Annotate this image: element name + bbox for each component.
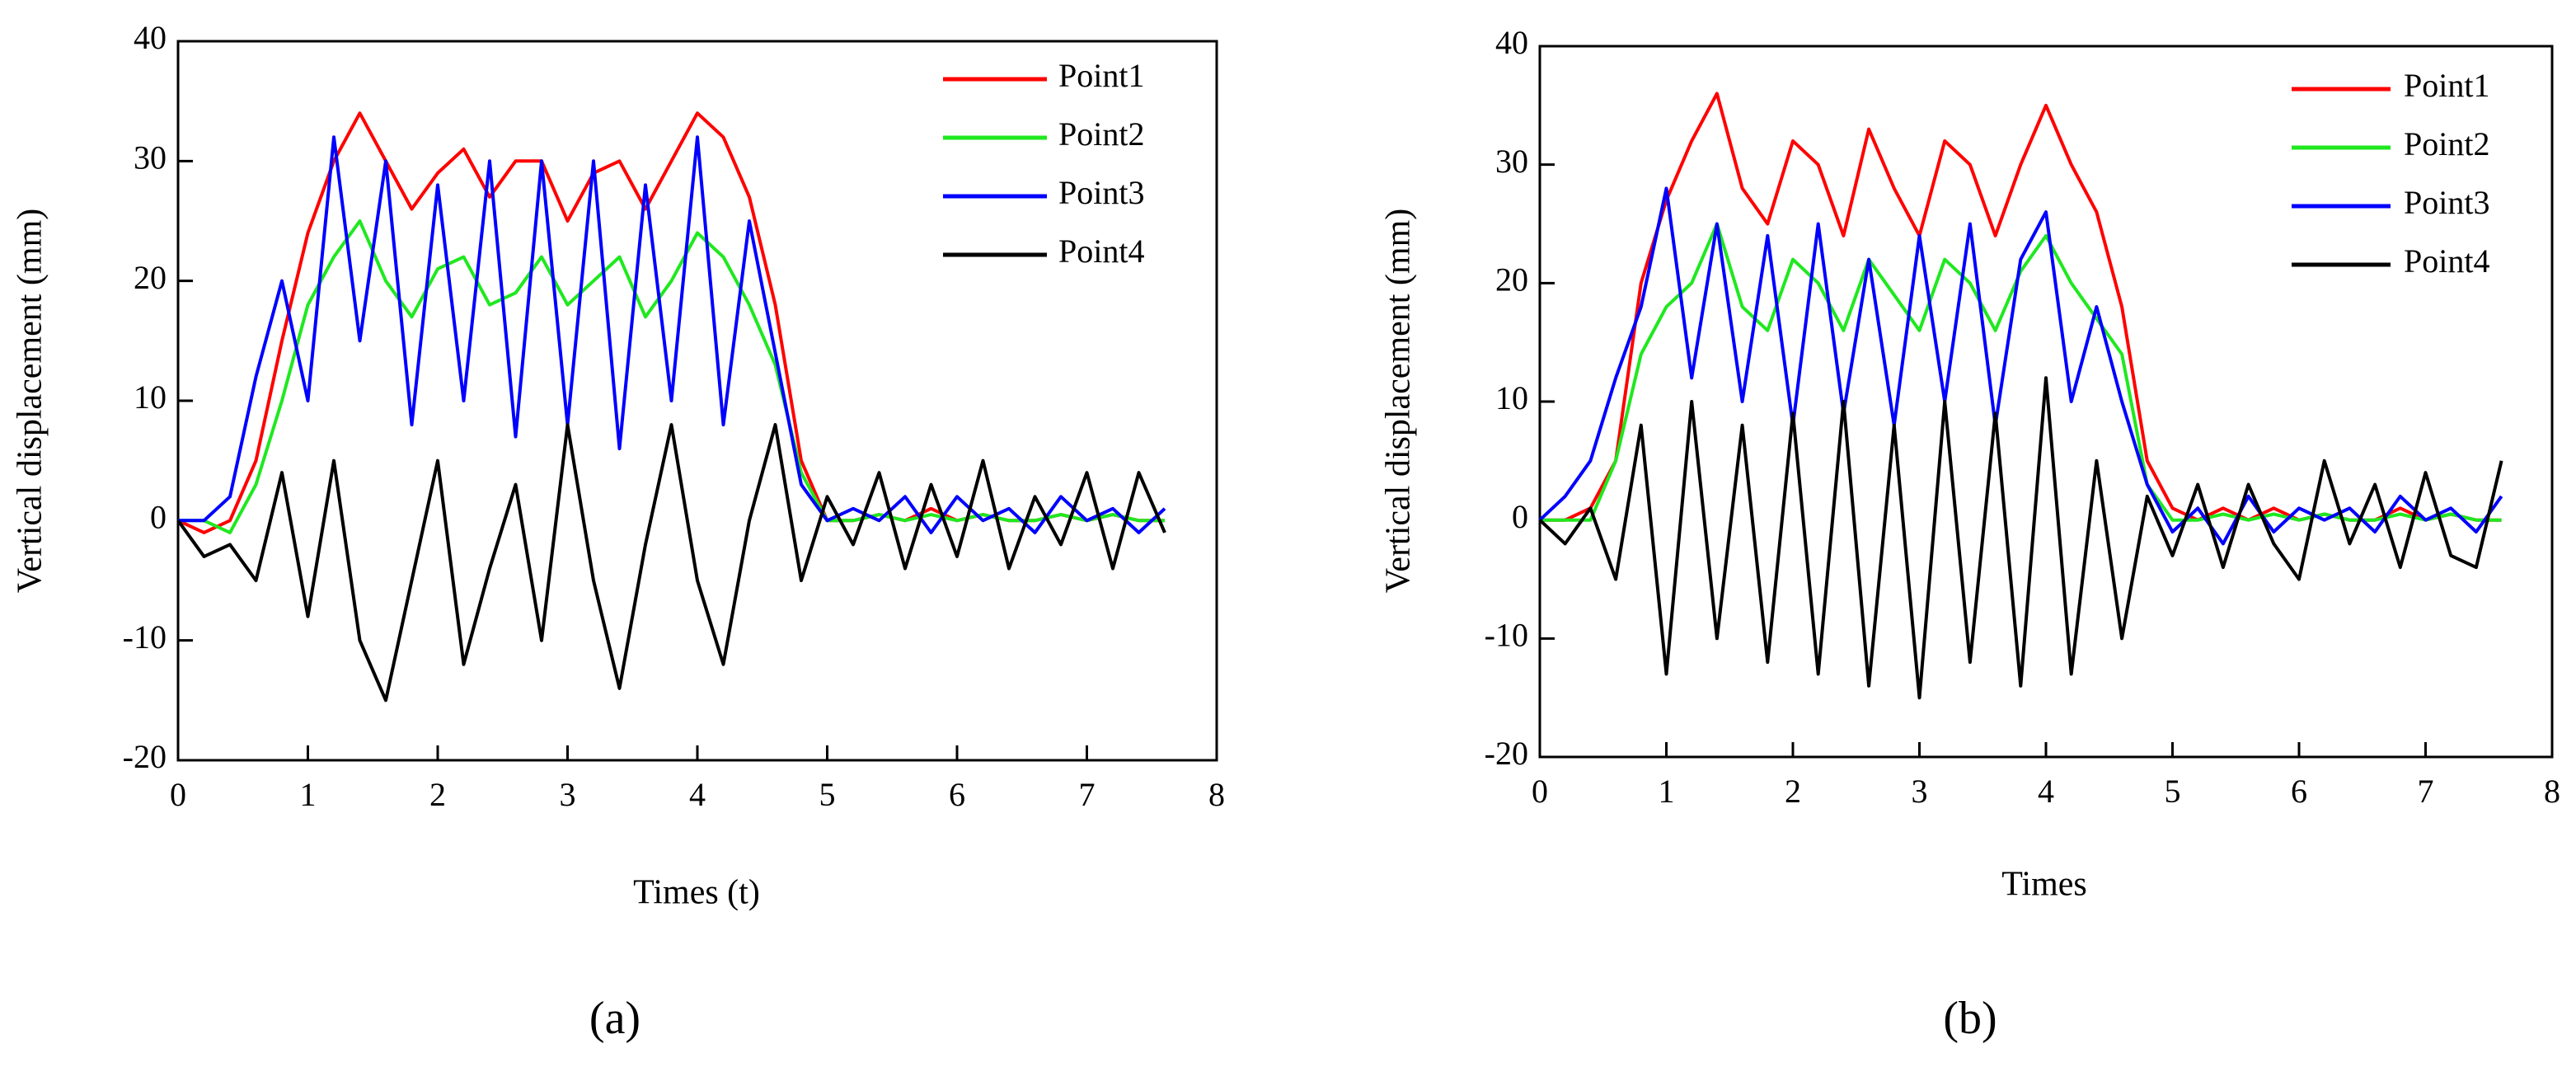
y-tick-label: 30 <box>134 139 167 176</box>
x-tick-label: 5 <box>2165 773 2181 810</box>
y-tick-label: -10 <box>123 618 167 656</box>
x-tick-label: 7 <box>1079 776 1096 813</box>
x-tick-label: 6 <box>2291 773 2307 810</box>
line-series <box>1540 92 2502 522</box>
x-tick-label: 1 <box>1659 773 1675 810</box>
y-axis-title: Vertical displacement (mm) <box>1380 209 1418 594</box>
x-tick-label: 4 <box>2038 773 2054 810</box>
y-tick-label: -20 <box>1485 735 1528 772</box>
x-tick-label: 2 <box>429 776 446 813</box>
x-tick-label: 4 <box>689 776 706 813</box>
y-tick-label: 10 <box>1495 379 1528 416</box>
y-tick-label: 20 <box>134 259 167 296</box>
x-tick-label: 6 <box>949 776 965 813</box>
x-tick-label: 7 <box>2418 773 2434 810</box>
line-series <box>177 111 1165 534</box>
x-tick-label: 0 <box>1532 773 1548 810</box>
line-series <box>176 423 1166 703</box>
x-tick-label: 3 <box>1912 773 1928 810</box>
panel-label: (b) <box>1943 993 1997 1044</box>
y-tick-label: 30 <box>1495 143 1528 180</box>
y-tick-label: 40 <box>134 19 167 56</box>
y-axis-title: Vertical displacement (mm) <box>12 209 49 594</box>
y-tick-label: 10 <box>134 378 167 416</box>
line-series <box>178 135 1166 534</box>
legend-label: Point4 <box>2404 242 2489 280</box>
x-tick-label: 5 <box>819 776 836 813</box>
x-tick-label: 8 <box>2544 773 2560 810</box>
line-series <box>178 219 1165 534</box>
legend-label: Point3 <box>1058 174 1144 211</box>
y-tick-label: 20 <box>1495 261 1528 298</box>
x-tick-label: 1 <box>300 776 317 813</box>
y-tick-label: -10 <box>1485 617 1528 654</box>
panel-label: (a) <box>589 993 640 1044</box>
x-tick-label: 0 <box>170 776 186 813</box>
legend-label: Point1 <box>1058 57 1144 94</box>
legend-label: Point2 <box>1058 115 1144 153</box>
legend-label: Point1 <box>2404 67 2489 104</box>
x-tick-label: 8 <box>1208 776 1225 813</box>
x-axis-title: Times (t) <box>633 874 760 912</box>
y-tick-label: 40 <box>1495 24 1528 61</box>
line-series <box>1538 376 2503 700</box>
y-tick-label: 0 <box>150 499 167 536</box>
legend-label: Point2 <box>2404 125 2489 162</box>
legend-label: Point3 <box>2404 184 2489 221</box>
x-axis-title: Times <box>2001 866 2087 904</box>
y-tick-label: -20 <box>123 738 167 775</box>
x-tick-label: 3 <box>560 776 576 813</box>
legend-label: Point4 <box>1058 233 1144 270</box>
y-tick-label: 0 <box>1512 498 1528 535</box>
x-tick-label: 2 <box>1785 773 1801 810</box>
